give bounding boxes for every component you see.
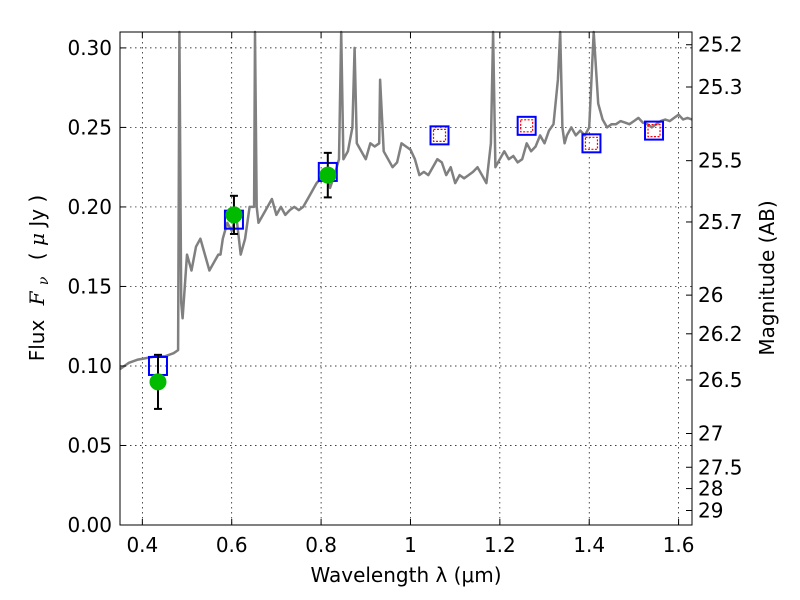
y-axis-label-symbol: F bbox=[25, 290, 49, 306]
model-photometry-square bbox=[516, 115, 537, 136]
observed-photometry-point bbox=[319, 166, 337, 184]
grid-lines bbox=[120, 32, 692, 526]
y-tick-label: 0.30 bbox=[67, 36, 112, 60]
observed-photometry-point bbox=[225, 206, 243, 224]
y-tick-label: 0.25 bbox=[67, 115, 112, 139]
model-photometry-square bbox=[644, 120, 665, 141]
series-layer bbox=[119, 30, 693, 410]
y-axis-label-subscript: ν bbox=[36, 276, 52, 285]
right-tick-label: 25.7 bbox=[698, 210, 743, 234]
y-tick-label: 0.00 bbox=[67, 513, 112, 537]
y-tick-label: 0.15 bbox=[67, 274, 112, 298]
y-axis-label-open: ( bbox=[25, 246, 49, 260]
right-tick-label: 26.2 bbox=[698, 322, 743, 346]
right-tick-label: 25.5 bbox=[698, 149, 743, 173]
x-tick-label: 0.4 bbox=[126, 533, 158, 557]
spectrum-line bbox=[119, 30, 693, 371]
upper-limit-square bbox=[520, 119, 534, 133]
x-tick-label: 1.2 bbox=[484, 533, 516, 557]
x-tick-label: 1.6 bbox=[663, 533, 695, 557]
observed-photometry-point bbox=[149, 373, 167, 391]
right-tick-label: 27 bbox=[698, 421, 723, 445]
axis-ticks: 0.4 0.6 0.8 1 1.2 1.4 1.6 0.00 0.05 0.10 0.15 0.20 0… bbox=[67, 32, 743, 557]
right-tick-label: 25.3 bbox=[698, 75, 743, 99]
y-axis-label-prefix: Flux bbox=[25, 320, 49, 362]
upper-limit-square bbox=[584, 136, 599, 150]
y-tick-label: 0.05 bbox=[67, 433, 112, 457]
x-tick-label: 0.6 bbox=[216, 533, 248, 557]
right-tick-label: 25.2 bbox=[698, 33, 743, 57]
y-tick-label: 0.10 bbox=[67, 354, 112, 378]
right-tick-label: 28 bbox=[698, 477, 723, 501]
right-tick-label: 26 bbox=[698, 283, 723, 307]
right-tick-label: 27.5 bbox=[698, 455, 743, 479]
x-tick-label: 1 bbox=[404, 533, 417, 557]
y-axis-label: Flux F ν ( μ Jy ) bbox=[25, 195, 53, 362]
model-photometry-square bbox=[429, 125, 450, 146]
right-tick-label: 29 bbox=[698, 498, 723, 522]
upper-limit-square bbox=[432, 128, 447, 142]
plot-frame bbox=[119, 31, 693, 526]
x-axis-label: Wavelength λ (μm) bbox=[310, 563, 501, 587]
x-tick-label: 0.8 bbox=[305, 533, 337, 557]
upper-limit-square bbox=[647, 123, 661, 138]
y-tick-label: 0.20 bbox=[67, 195, 112, 219]
x-tick-label: 1.4 bbox=[573, 533, 605, 557]
model-photometry-square bbox=[581, 133, 602, 154]
y-axis-label-unit: Jy ) bbox=[25, 195, 49, 229]
right-tick-label: 26.5 bbox=[698, 368, 743, 392]
right-axis-label: Magnitude (AB) bbox=[755, 200, 779, 355]
y-axis-label-mu: μ bbox=[25, 233, 49, 246]
